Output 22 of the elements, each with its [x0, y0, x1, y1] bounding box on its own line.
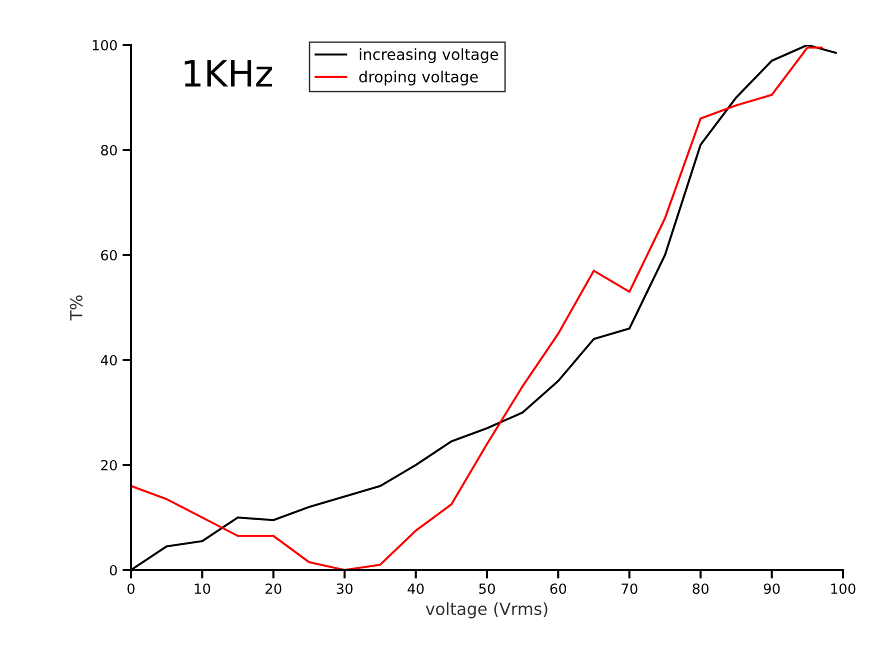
x-tick-label: 50	[479, 583, 495, 594]
y-tick-label: 100	[92, 40, 117, 50]
x-axis-title: voltage (Vrms)	[426, 602, 548, 618]
x-tick-label: 80	[692, 583, 709, 594]
y-tick-label: 60	[101, 250, 117, 260]
x-tick-label: 30	[336, 583, 353, 594]
y-tick-label: 0	[110, 564, 117, 576]
x-tick-label: 0	[127, 583, 134, 594]
y-axis-title: T%	[70, 295, 83, 321]
y-tick-label: 40	[100, 354, 117, 366]
x-tick-label: 10	[194, 583, 210, 594]
x-tick-label: 60	[550, 583, 566, 594]
legend-label: increasing voltage	[360, 48, 498, 64]
y-tick-label: 80	[101, 144, 117, 156]
x-tick-label: 100	[831, 583, 856, 594]
legend-label: droping voltage	[359, 70, 478, 86]
y-tick-label: 20	[101, 460, 117, 470]
x-tick-label: 90	[764, 583, 780, 594]
x-tick-label: 40	[408, 583, 424, 594]
x-tick-label: 70	[622, 583, 638, 594]
annotation: 1KHz	[184, 60, 272, 86]
x-tick-label: 20	[266, 583, 282, 594]
